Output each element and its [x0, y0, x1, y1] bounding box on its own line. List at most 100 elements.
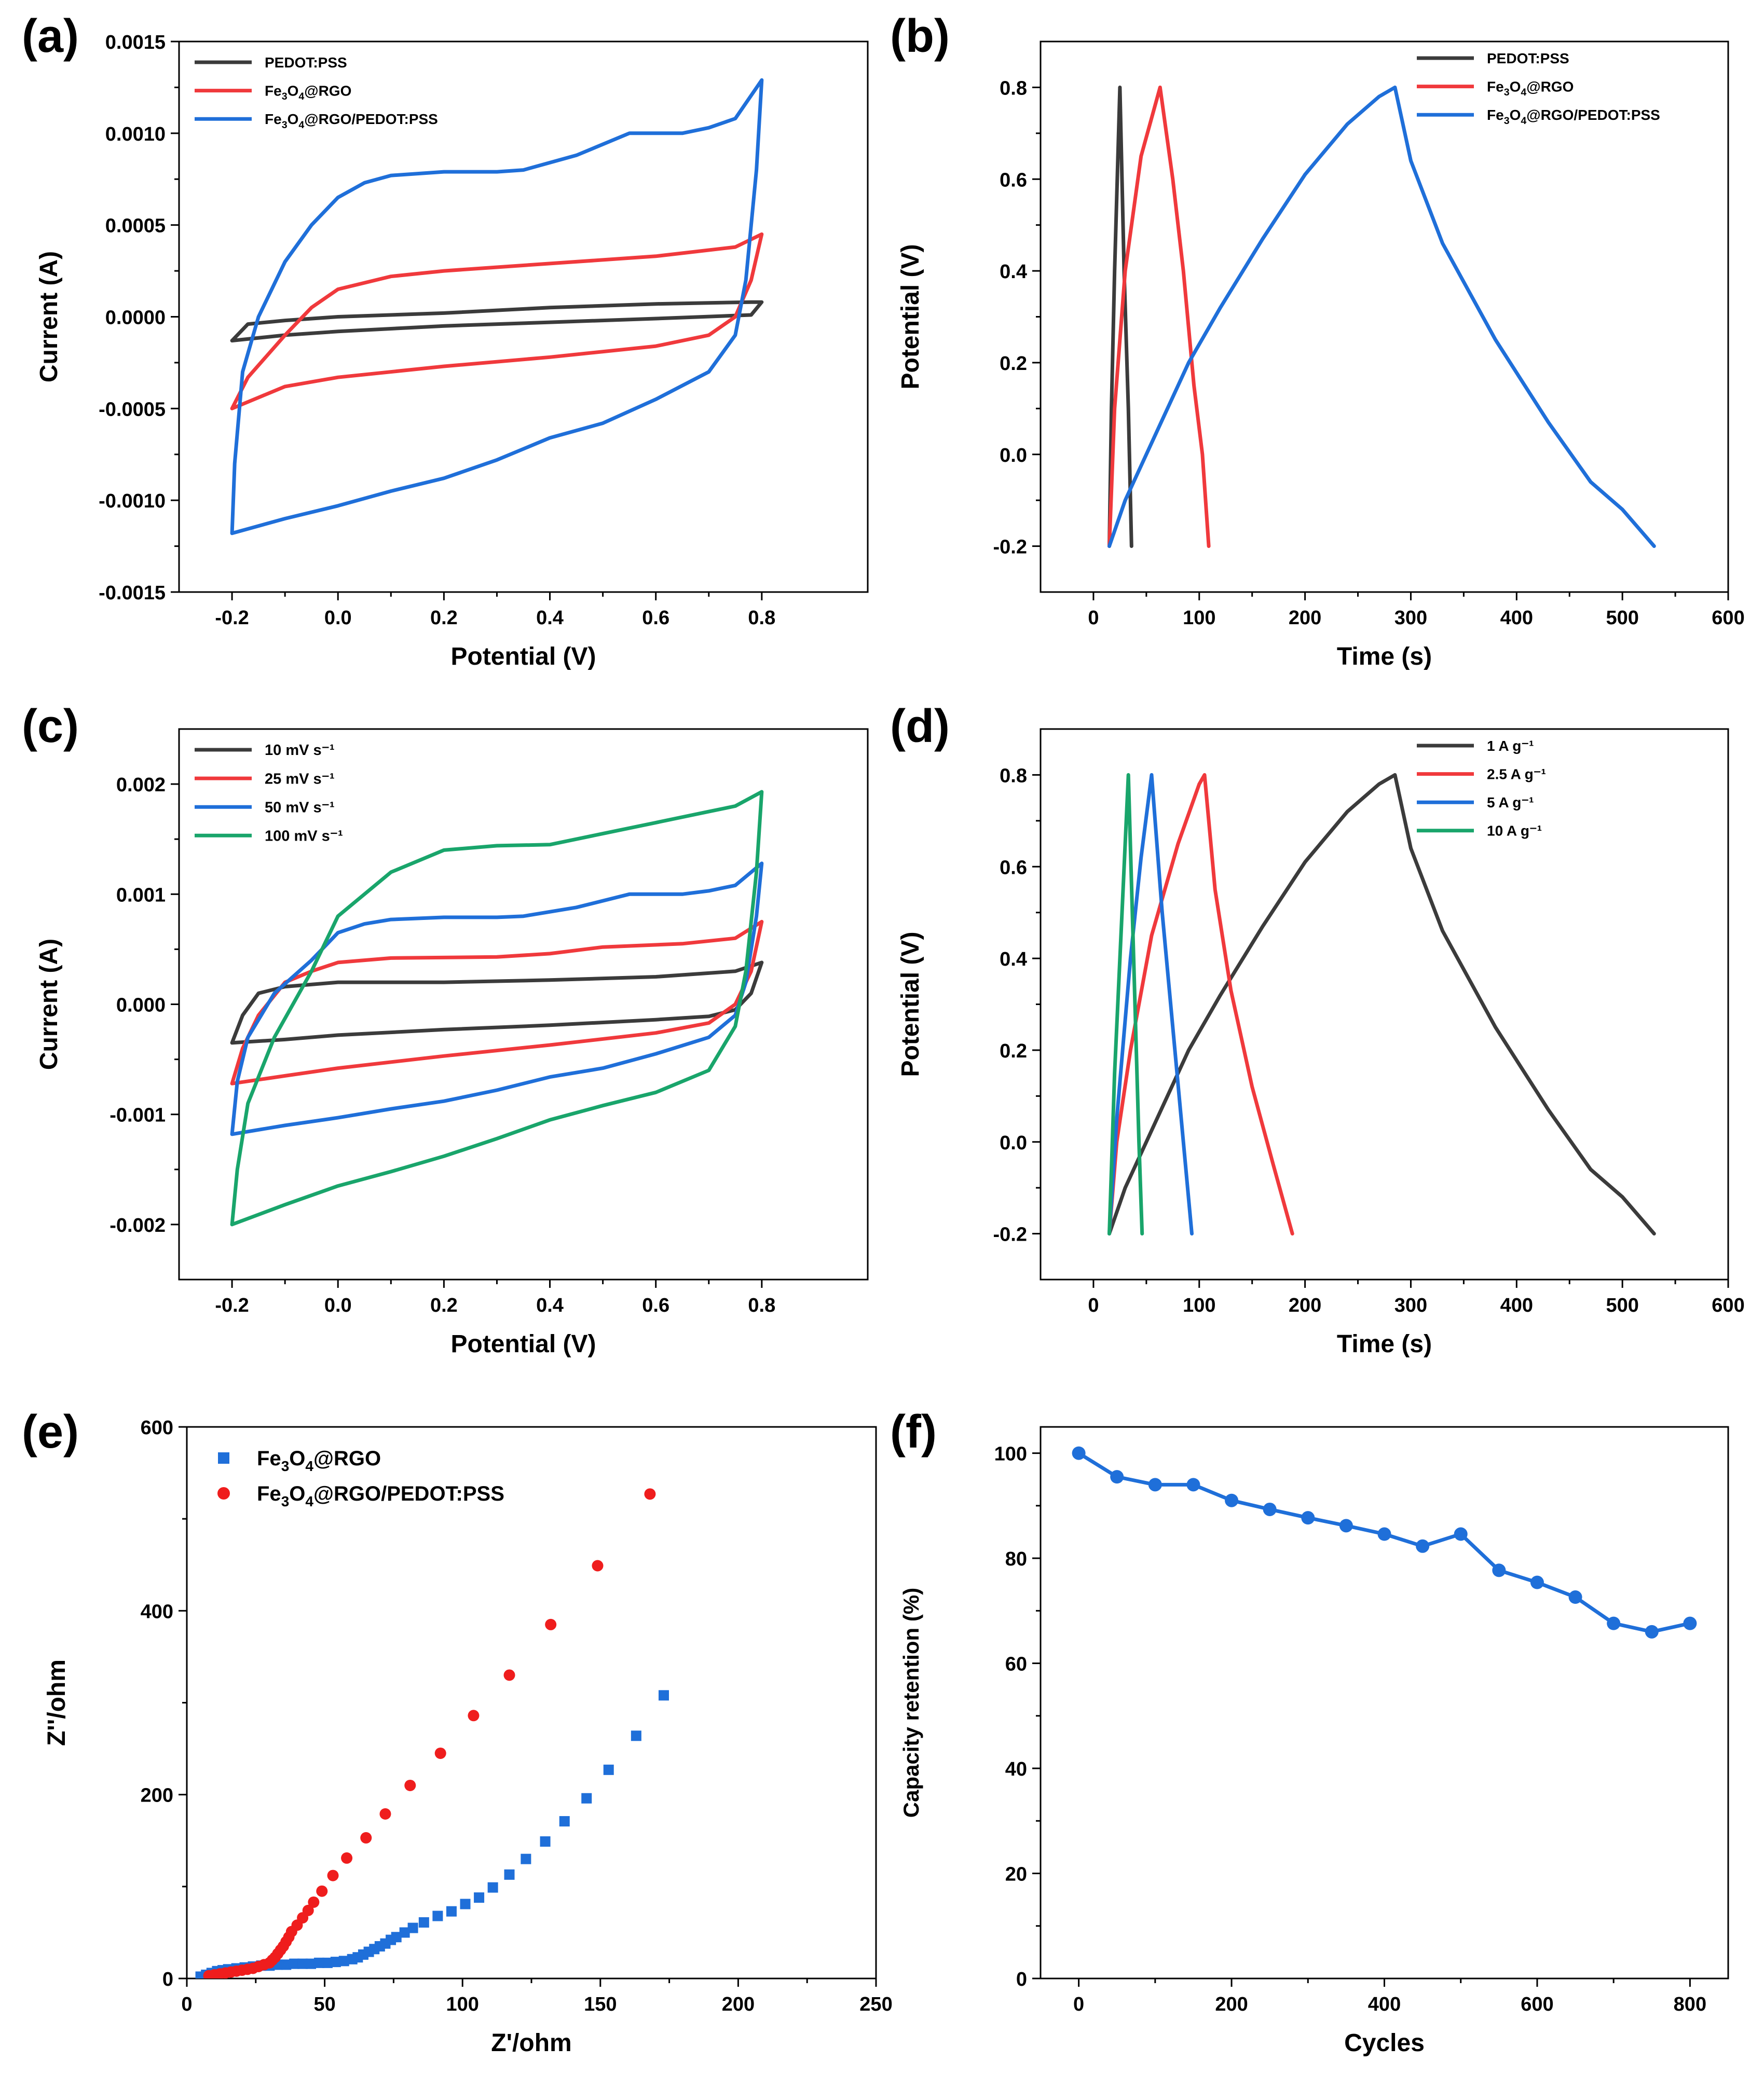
panel-e-legend-text: Fe3O4@RGO/PEDOT:PSS: [257, 1482, 504, 1509]
panel-e-series-1-point: [521, 1853, 531, 1864]
panel-a-xlabel: Potential (V): [450, 643, 596, 670]
panel-e-series-1-point: [313, 1957, 324, 1968]
panel-e-series-2-point: [468, 1710, 480, 1722]
panel-e-legend: Fe3O4@RGO Fe3O4@RGO/PEDOT:PSS: [217, 1447, 504, 1509]
panel-a-ytick-label: 0.0000: [105, 307, 166, 329]
panel-a-ylabel: Current (A): [35, 251, 63, 382]
panel-b: (b) 0 100 200 300 400 500 600-0.20.00.20.40.60…: [890, 10, 1745, 670]
panel-b-ytick-label: 0.8: [1000, 77, 1027, 99]
panel-d-plot-frame: [1040, 728, 1729, 1281]
panel-e-series-2-point: [316, 1885, 328, 1897]
panel-e-series-1-point: [391, 1932, 402, 1943]
panel-e-series-1-point: [289, 1958, 300, 1969]
panel-e-ytick-label: 600: [141, 1417, 173, 1439]
panel-b-xtick-label: 0: [1088, 607, 1099, 629]
panel-f-ytick-label: 20: [1005, 1864, 1027, 1886]
panel-f-xtick-label: 200: [1215, 1994, 1248, 2015]
panel-d-xtick-label: 0: [1088, 1295, 1099, 1316]
panel-f-ytick-label: 40: [1005, 1758, 1027, 1780]
panel-a-data: [230, 78, 764, 535]
panel-f-series-1-point: [1301, 1511, 1315, 1525]
panel-a-xtick-label: 0.8: [748, 607, 775, 629]
panel-c-legend: 10 mV s⁻¹ 25 mV s⁻¹ 50 mV s⁻¹ 100 mV s⁻¹: [195, 742, 343, 844]
panel-a-series-2-line: [230, 232, 764, 410]
panel-a-label: (a): [22, 10, 79, 62]
panel-b-xtick-label: 500: [1606, 607, 1638, 629]
panel-e-series-1-point: [322, 1957, 333, 1968]
panel-e-series-1-point: [418, 1917, 429, 1928]
panel-e-series-1-point: [460, 1899, 471, 1909]
panel-d-legend: 1 A g⁻¹ 2.5 A g⁻¹ 5 A g⁻¹ 10 A g⁻¹: [1417, 738, 1546, 839]
panel-f-series-1-point: [1148, 1478, 1162, 1492]
panel-d-series-1-line: [1107, 773, 1656, 1236]
panel-e-series-2-point: [302, 1904, 314, 1916]
panel-e-data: [195, 1488, 669, 1978]
panel-b-xtick-label: 400: [1500, 607, 1533, 629]
panel-b-xtick-label: 100: [1183, 607, 1215, 629]
panel-e-series-2-point: [644, 1488, 656, 1500]
panel-c-xtick-label: 0.0: [324, 1295, 352, 1316]
panel-b-series-2-line: [1107, 85, 1211, 548]
panel-d: (d) 0 100 200 300 400 500 600-0.20.00.20.40.60…: [890, 700, 1745, 1358]
panel-e-series-1-point: [446, 1906, 457, 1917]
panel-f-series-1-point: [1607, 1616, 1621, 1630]
panel-a-xtick-label: 0.6: [642, 607, 669, 629]
panel-d-xlabel: Time (s): [1337, 1330, 1432, 1358]
panel-d-xtick-label: 600: [1712, 1295, 1744, 1316]
panel-f-series-1-point: [1454, 1527, 1468, 1541]
panel-c-data: [230, 790, 764, 1227]
panel-e-xtick-label: 100: [446, 1994, 478, 2015]
panel-f-ytick-label: 80: [1005, 1548, 1027, 1570]
panel-d-series-4-line: [1107, 773, 1144, 1236]
panel-f-series-1-line: [1077, 1451, 1692, 1634]
panel-d-series-2-line: [1107, 773, 1294, 1236]
panel-a-legend-text: Fe3O4@RGO: [265, 83, 351, 102]
panel-a-series-3-line: [230, 78, 764, 535]
panel-f-series-1-point: [1339, 1519, 1353, 1533]
panel-f-series-1-point: [1186, 1478, 1200, 1492]
panel-e-xlabel: Z'/ohm: [491, 2029, 571, 2057]
panel-e-series-2-point: [434, 1747, 446, 1759]
panel-e-series-2-point: [404, 1779, 416, 1791]
plot-b: 0 100 200 300 400 500 600 -0.2 0.0 0.2 0.4 0.6 0.8 Ti…: [897, 40, 1745, 670]
panel-c: (c) -0.2 0.0 0.2 0.4 0.6 0.8 -0.002 -0.001 0.000…: [22, 700, 869, 1358]
panel-f-ylabel: Capacity retention (%): [899, 1588, 923, 1818]
panel-a-xtick-label: 0.2: [430, 607, 458, 629]
panel-f-xtick-label: 0: [1073, 1994, 1084, 2015]
plot-a: -0.2 0.0 0.2 0.4 0.6 0.8 -0.0015 -0.0010 -0.0005…: [35, 32, 869, 670]
panel-e-series-1-point: [603, 1764, 614, 1775]
panel-e-series-2-point: [379, 1808, 391, 1820]
panel-f-series-1-point: [1072, 1446, 1086, 1460]
panel-b-legend-text: Fe3O4@RGO: [1487, 78, 1574, 98]
panel-e-xtick-label: 50: [313, 1994, 335, 2015]
panel-d-ytick-label: 0.6: [1000, 857, 1027, 878]
panel-a-ytick-label: 0.0005: [105, 215, 166, 237]
plot-c: -0.2 0.0 0.2 0.4 0.6 0.8 -0.002 -0.001 0.000 0.00…: [35, 728, 869, 1358]
panel-b-series-3-line: [1107, 85, 1656, 548]
panel-e-label: (e): [22, 1406, 79, 1458]
panel-e-ytick-label: 0: [162, 1969, 173, 1990]
panel-b-legend-text: Fe3O4@RGO/PEDOT:PSS: [1487, 107, 1660, 127]
panel-c-ytick-label: 0.002: [116, 774, 166, 796]
panel-c-ytick-label: 0.000: [116, 995, 166, 1016]
panel-b-ylabel: Potential (V): [897, 244, 924, 389]
panel-e-series-2-point: [327, 1870, 339, 1881]
panel-c-series-4-line: [230, 790, 764, 1227]
panel-d-xtick-label: 300: [1394, 1295, 1427, 1316]
panel-b-ytick-label: 0.2: [1000, 353, 1027, 375]
panel-f: (f) 0 200 400 600 800 0 20 40 60 80 100 Cycles Capac…: [890, 1406, 1729, 2057]
panel-c-label: (c): [22, 700, 79, 752]
panel-f-ytick-label: 100: [994, 1444, 1027, 1465]
panel-b-ytick-label: 0.0: [1000, 445, 1027, 466]
panel-c-ytick-label: 0.001: [116, 884, 166, 906]
panel-d-data: [1107, 773, 1656, 1236]
panel-f-series-1-point: [1683, 1616, 1697, 1630]
panel-f-xtick-label: 400: [1368, 1994, 1401, 2015]
panel-d-ytick-label: 0.8: [1000, 765, 1027, 787]
panel-f-ytick-label: 60: [1005, 1654, 1027, 1675]
panel-c-xlabel: Potential (V): [450, 1330, 596, 1358]
panel-a-series-1-line: [230, 300, 764, 342]
panel-f-series-1-point: [1645, 1625, 1659, 1639]
panel-e-series-1-point: [432, 1911, 443, 1921]
panel-f-series-1-point: [1530, 1575, 1544, 1589]
